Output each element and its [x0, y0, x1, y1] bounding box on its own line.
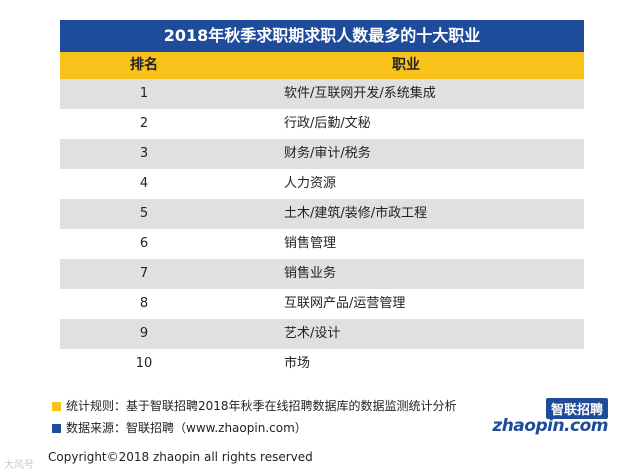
table-row: 3 财务/审计/税务 [60, 139, 584, 169]
table-row: 4 人力资源 [60, 169, 584, 199]
job-cell: 销售管理 [284, 236, 337, 251]
note-source-text: 数据来源：智联招聘（www.zhaopin.com） [66, 421, 307, 435]
table-row: 7 销售业务 [60, 259, 584, 289]
job-cell: 软件/互联网开发/系统集成 [284, 86, 436, 101]
rank-cell: 3 [139, 146, 149, 161]
job-cell: 销售业务 [284, 266, 337, 281]
job-cell: 互联网产品/运营管理 [284, 296, 406, 311]
blue-square-icon [52, 424, 61, 433]
table-body: 1 软件/互联网开发/系统集成 2 行政/后勤/文秘 3 财务/审计/税务 4 … [60, 79, 584, 379]
job-cell: 土木/建筑/装修/市政工程 [284, 206, 428, 221]
rank-cell: 6 [139, 236, 149, 251]
rank-cell: 9 [139, 326, 149, 341]
footnotes: 统计规则：基于智联招聘2018年秋季在线招聘数据库的数据监测统计分析 数据来源：… [52, 395, 457, 439]
copyright: Copyright©2018 zhaopin all rights reserv… [48, 450, 313, 464]
job-cell: 艺术/设计 [284, 326, 341, 341]
table-row: 1 软件/互联网开发/系统集成 [60, 79, 584, 109]
logo-en: zhaopin.com [492, 416, 608, 436]
rank-cell: 10 [135, 356, 153, 371]
job-cell: 市场 [284, 356, 311, 371]
rank-cell: 2 [139, 116, 149, 131]
rank-cell: 1 [139, 86, 149, 101]
header-job: 职业 [392, 57, 420, 73]
table-row: 5 土木/建筑/装修/市政工程 [60, 199, 584, 229]
table-row: 10 市场 [60, 349, 584, 379]
rank-cell: 5 [139, 206, 149, 221]
table-header: 排名 职业 [60, 52, 584, 79]
job-cell: 财务/审计/税务 [284, 146, 371, 161]
watermark: 大风号 [4, 460, 34, 471]
logo-cn: 智联招聘 [545, 398, 608, 419]
note-rule: 统计规则：基于智联招聘2018年秋季在线招聘数据库的数据监测统计分析 [52, 395, 457, 417]
yellow-square-icon [52, 402, 61, 411]
table-row: 2 行政/后勤/文秘 [60, 109, 584, 139]
job-cell: 行政/后勤/文秘 [284, 116, 371, 131]
zhaopin-logo: 智联招聘 zhaopin.com [492, 398, 608, 438]
note-rule-text: 统计规则：基于智联招聘2018年秋季在线招聘数据库的数据监测统计分析 [66, 399, 457, 413]
rank-cell: 8 [139, 296, 149, 311]
rank-cell: 7 [139, 266, 149, 281]
table-row: 6 销售管理 [60, 229, 584, 259]
table-row: 8 互联网产品/运营管理 [60, 289, 584, 319]
header-rank: 排名 [130, 57, 158, 73]
table-title: 2018年秋季求职期求职人数最多的十大职业 [60, 20, 584, 52]
job-cell: 人力资源 [284, 176, 337, 191]
table-row: 9 艺术/设计 [60, 319, 584, 349]
rank-cell: 4 [139, 176, 149, 191]
note-source: 数据来源：智联招聘（www.zhaopin.com） [52, 417, 457, 439]
